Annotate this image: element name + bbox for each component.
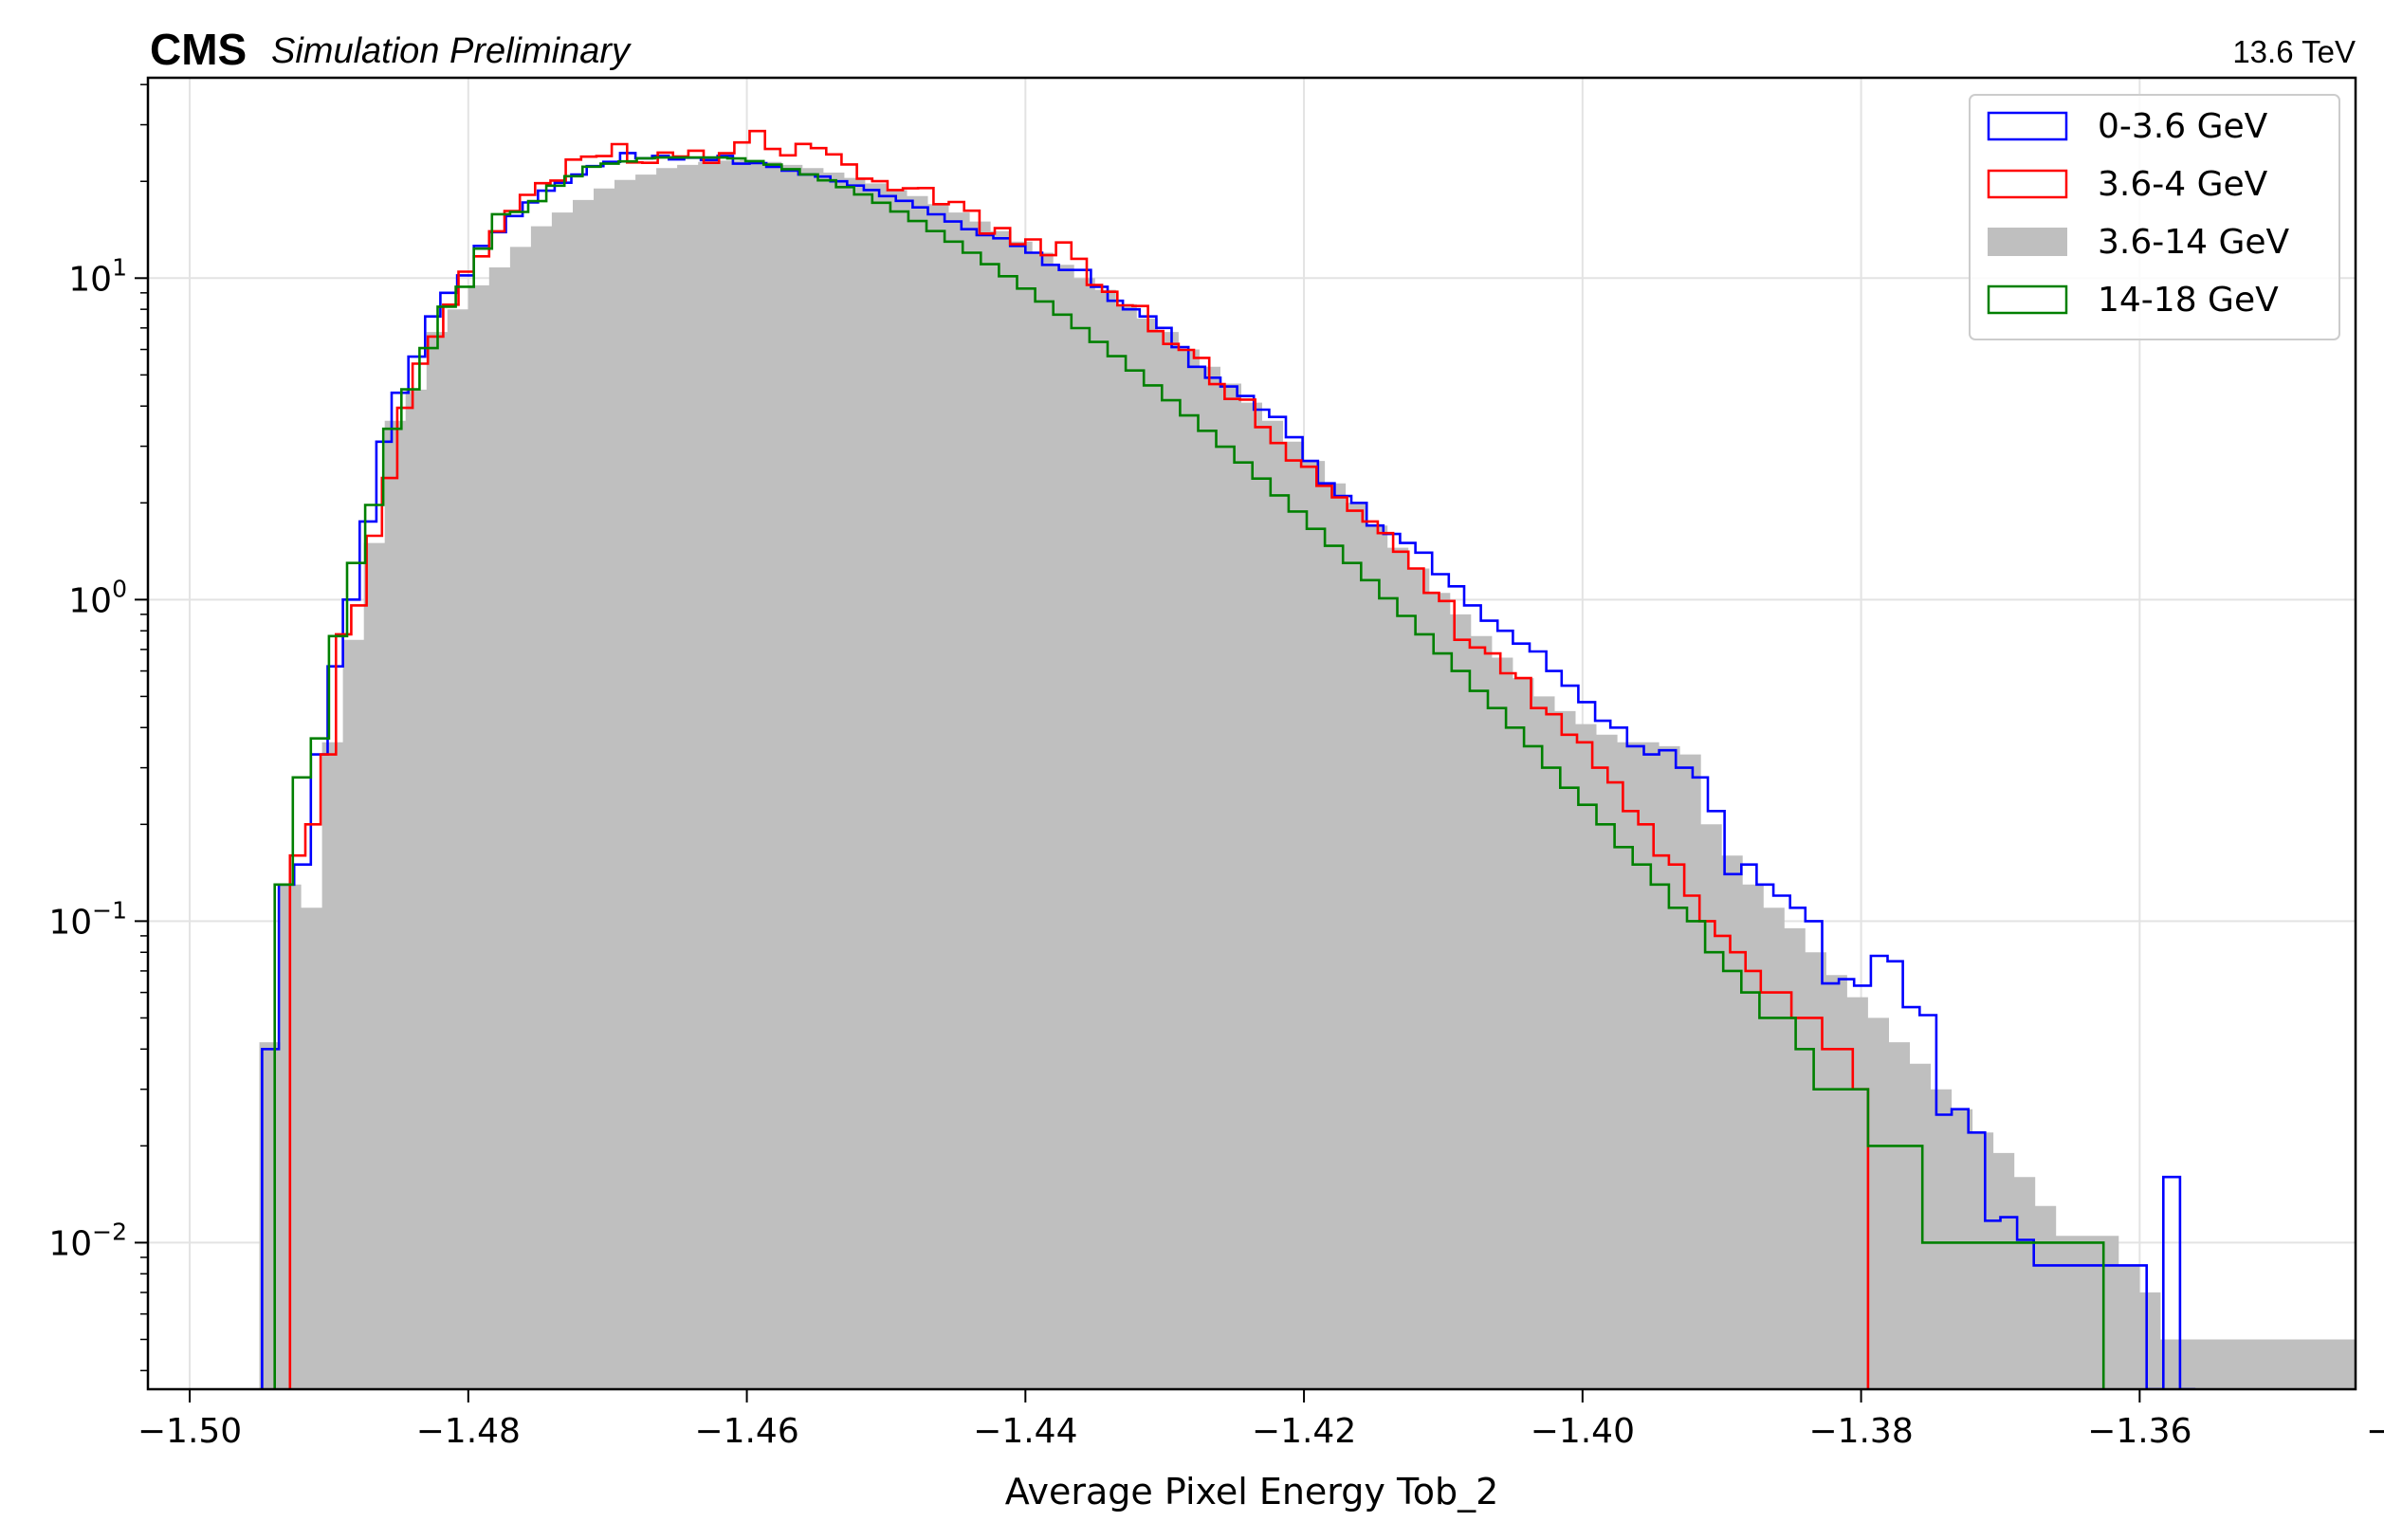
legend-swatch: [1987, 111, 2068, 141]
x-tick-label: −1.42: [1252, 1412, 1356, 1451]
histogram-14-18-gev-step: [273, 156, 2105, 1389]
legend-label: 3.6-14 GeV: [2098, 223, 2290, 262]
legend-box: [1969, 94, 2340, 340]
x-tick-label: −1.36: [2087, 1412, 2191, 1451]
x-tick-label: −1.48: [416, 1412, 521, 1451]
legend-swatch: [1987, 284, 2068, 315]
x-tick-label: −1.34: [2366, 1412, 2384, 1451]
energy-label: 13.6 TeV: [2232, 34, 2356, 69]
y-tick-label: 10−1: [48, 896, 127, 942]
cms-label: CMS: [150, 25, 247, 74]
x-axis-ticks: −1.50 −1.48 −1.46 −1.44 −1.42 −1.40 −1.38 −1.36…: [138, 1389, 2384, 1451]
x-tick-label: −1.46: [694, 1412, 798, 1451]
y-tick-label: 100: [68, 575, 127, 620]
x-axis-label: Average Pixel Energy Tob_2: [1005, 1471, 1499, 1512]
y-tick-label: 101: [68, 253, 127, 299]
histogram-3-6-4-gev-step: [288, 129, 1870, 1389]
x-tick-label: −1.40: [1531, 1412, 1635, 1451]
legend-swatch: [1987, 169, 2068, 199]
histogram-series: [259, 129, 2356, 1389]
x-tick-label: −1.50: [138, 1412, 242, 1451]
histogram-0-3-6-gev-step: [261, 152, 2196, 1389]
x-tick-label: −1.44: [973, 1412, 1077, 1451]
plot-frame: [146, 76, 2357, 1391]
y-tick-label: 10−2: [48, 1218, 127, 1263]
legend: 0-3.6 GeV 3.6-4 GeV 3.6-14 GeV 14-18 GeV: [1969, 94, 2340, 340]
histogram-3-6-14-gev-filled: [259, 159, 2356, 1389]
x-tick-label: −1.38: [1808, 1412, 1913, 1451]
simulation-preliminary-label: Simulation Preliminary: [271, 31, 632, 71]
legend-swatch: [1988, 228, 2067, 256]
y-axis-ticks: 101 100 10−1 10−2: [48, 83, 148, 1372]
legend-label: 14-18 GeV: [2098, 281, 2279, 320]
legend-label: 3.6-4 GeV: [2098, 165, 2268, 204]
legend-label: 0-3.6 GeV: [2098, 107, 2268, 146]
